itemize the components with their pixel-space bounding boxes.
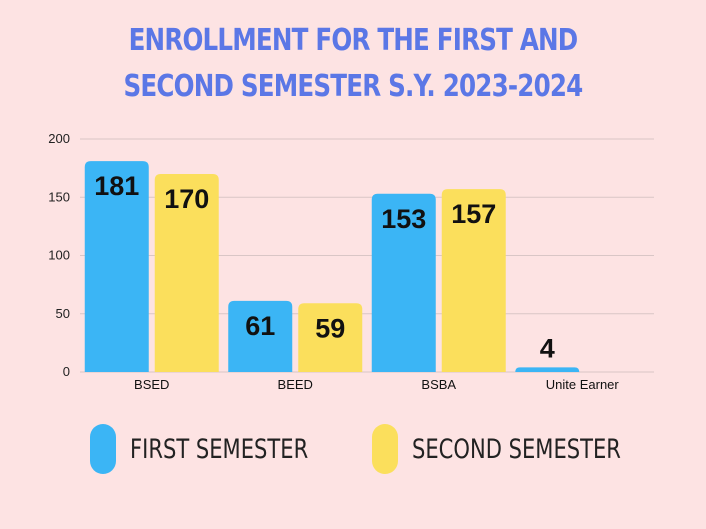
bar-second-semester	[154, 173, 219, 372]
y-tick-label: 200	[48, 131, 70, 146]
chart-title-line-1: ENROLLMENT FOR THE FIRST AND	[128, 23, 579, 58]
data-label: 61	[245, 311, 275, 341]
y-tick-label: 100	[48, 248, 70, 263]
x-tick-label: Unite Earner	[546, 377, 620, 392]
legend-label-first-semester: FIRST SEMESTER	[130, 433, 309, 465]
y-tick-label: 0	[63, 364, 70, 379]
bar-first-semester	[371, 193, 436, 372]
bar-first-semester	[228, 300, 293, 372]
legend-label-second-semester: SECOND SEMESTER	[412, 433, 621, 465]
data-label: 181	[94, 171, 139, 201]
x-tick-label: BSBA	[421, 377, 456, 392]
legend-item-first-semester: FIRST SEMESTER	[90, 424, 358, 474]
chart-title-line-2: SECOND SEMESTER S.Y. 2023-2024	[123, 69, 584, 104]
x-tick-label: BEED	[278, 377, 313, 392]
legend-swatch-first-semester	[90, 424, 116, 474]
bar-second-semester	[298, 303, 363, 372]
legend-swatch-second-semester	[372, 424, 398, 474]
data-label: 4	[540, 333, 555, 363]
y-tick-label: 50	[56, 306, 70, 321]
y-tick-label: 150	[48, 189, 70, 204]
data-label: 153	[381, 204, 426, 234]
data-label: 59	[315, 313, 345, 343]
data-label: 170	[164, 184, 209, 214]
bar-first-semester	[515, 367, 580, 372]
bar-second-semester	[441, 189, 506, 372]
x-tick-label: BSED	[134, 377, 169, 392]
bar-chart: 0 50 100 150 200 181 170 BSED 61 59 BEED 153 157 BSBA…	[48, 131, 654, 392]
chart-title: ENROLLMENT FOR THE FIRST AND SECOND SEME…	[64, 18, 643, 110]
bar-first-semester	[84, 161, 149, 372]
data-label: 157	[451, 199, 496, 229]
legend-item-second-semester: SECOND SEMESTER	[372, 424, 680, 474]
